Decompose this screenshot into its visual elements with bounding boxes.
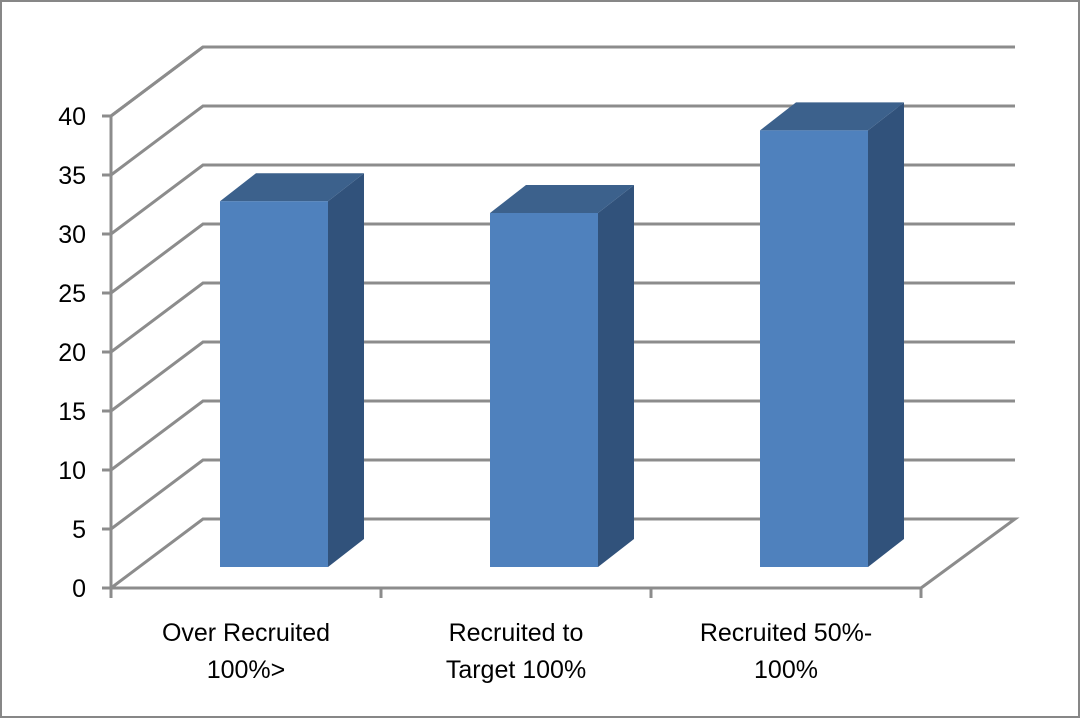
x-category-label: 100%> [207,656,286,684]
gridline [110,399,1015,472]
y-tick-label: 20 [58,339,86,367]
bar-top [760,102,904,131]
x-axis: Over Recruited 100%> Recruited to Target 10… [109,586,923,684]
x-category-label: 100% [754,656,818,684]
gridline [110,458,1015,531]
bar-front [220,201,328,567]
bar [760,102,904,568]
gridline [110,340,1015,413]
gridline [110,281,1015,354]
y-tick-label: 30 [58,221,86,249]
bar-top [220,173,364,202]
bar-front [760,130,868,567]
y-tick-label: 0 [72,575,86,603]
y-tick-label: 40 [58,103,86,131]
y-tick-label: 15 [58,398,86,426]
bar-side [598,185,634,567]
y-axis: 0 5 10 15 20 25 30 35 40 [58,103,113,603]
bar-top [490,185,634,213]
gridline [110,104,1015,177]
gridline [110,222,1015,295]
bars [220,102,904,568]
y-tick-label: 35 [58,162,86,190]
y-tick-label: 25 [58,280,86,308]
gridline [110,163,1015,236]
bar [220,173,364,567]
bar [490,185,634,567]
y-tick-label: 10 [58,457,86,485]
x-category-label: Over Recruited [162,619,330,647]
x-category-label: Recruited to [449,619,584,647]
x-category-label: Target 100% [446,656,586,684]
bar-side [328,173,364,567]
bar-front [490,213,598,567]
x-category-label: Recruited 50%- [700,619,872,647]
gridline [110,45,204,118]
bar-side [868,102,904,568]
y-tick-label: 5 [72,516,86,544]
